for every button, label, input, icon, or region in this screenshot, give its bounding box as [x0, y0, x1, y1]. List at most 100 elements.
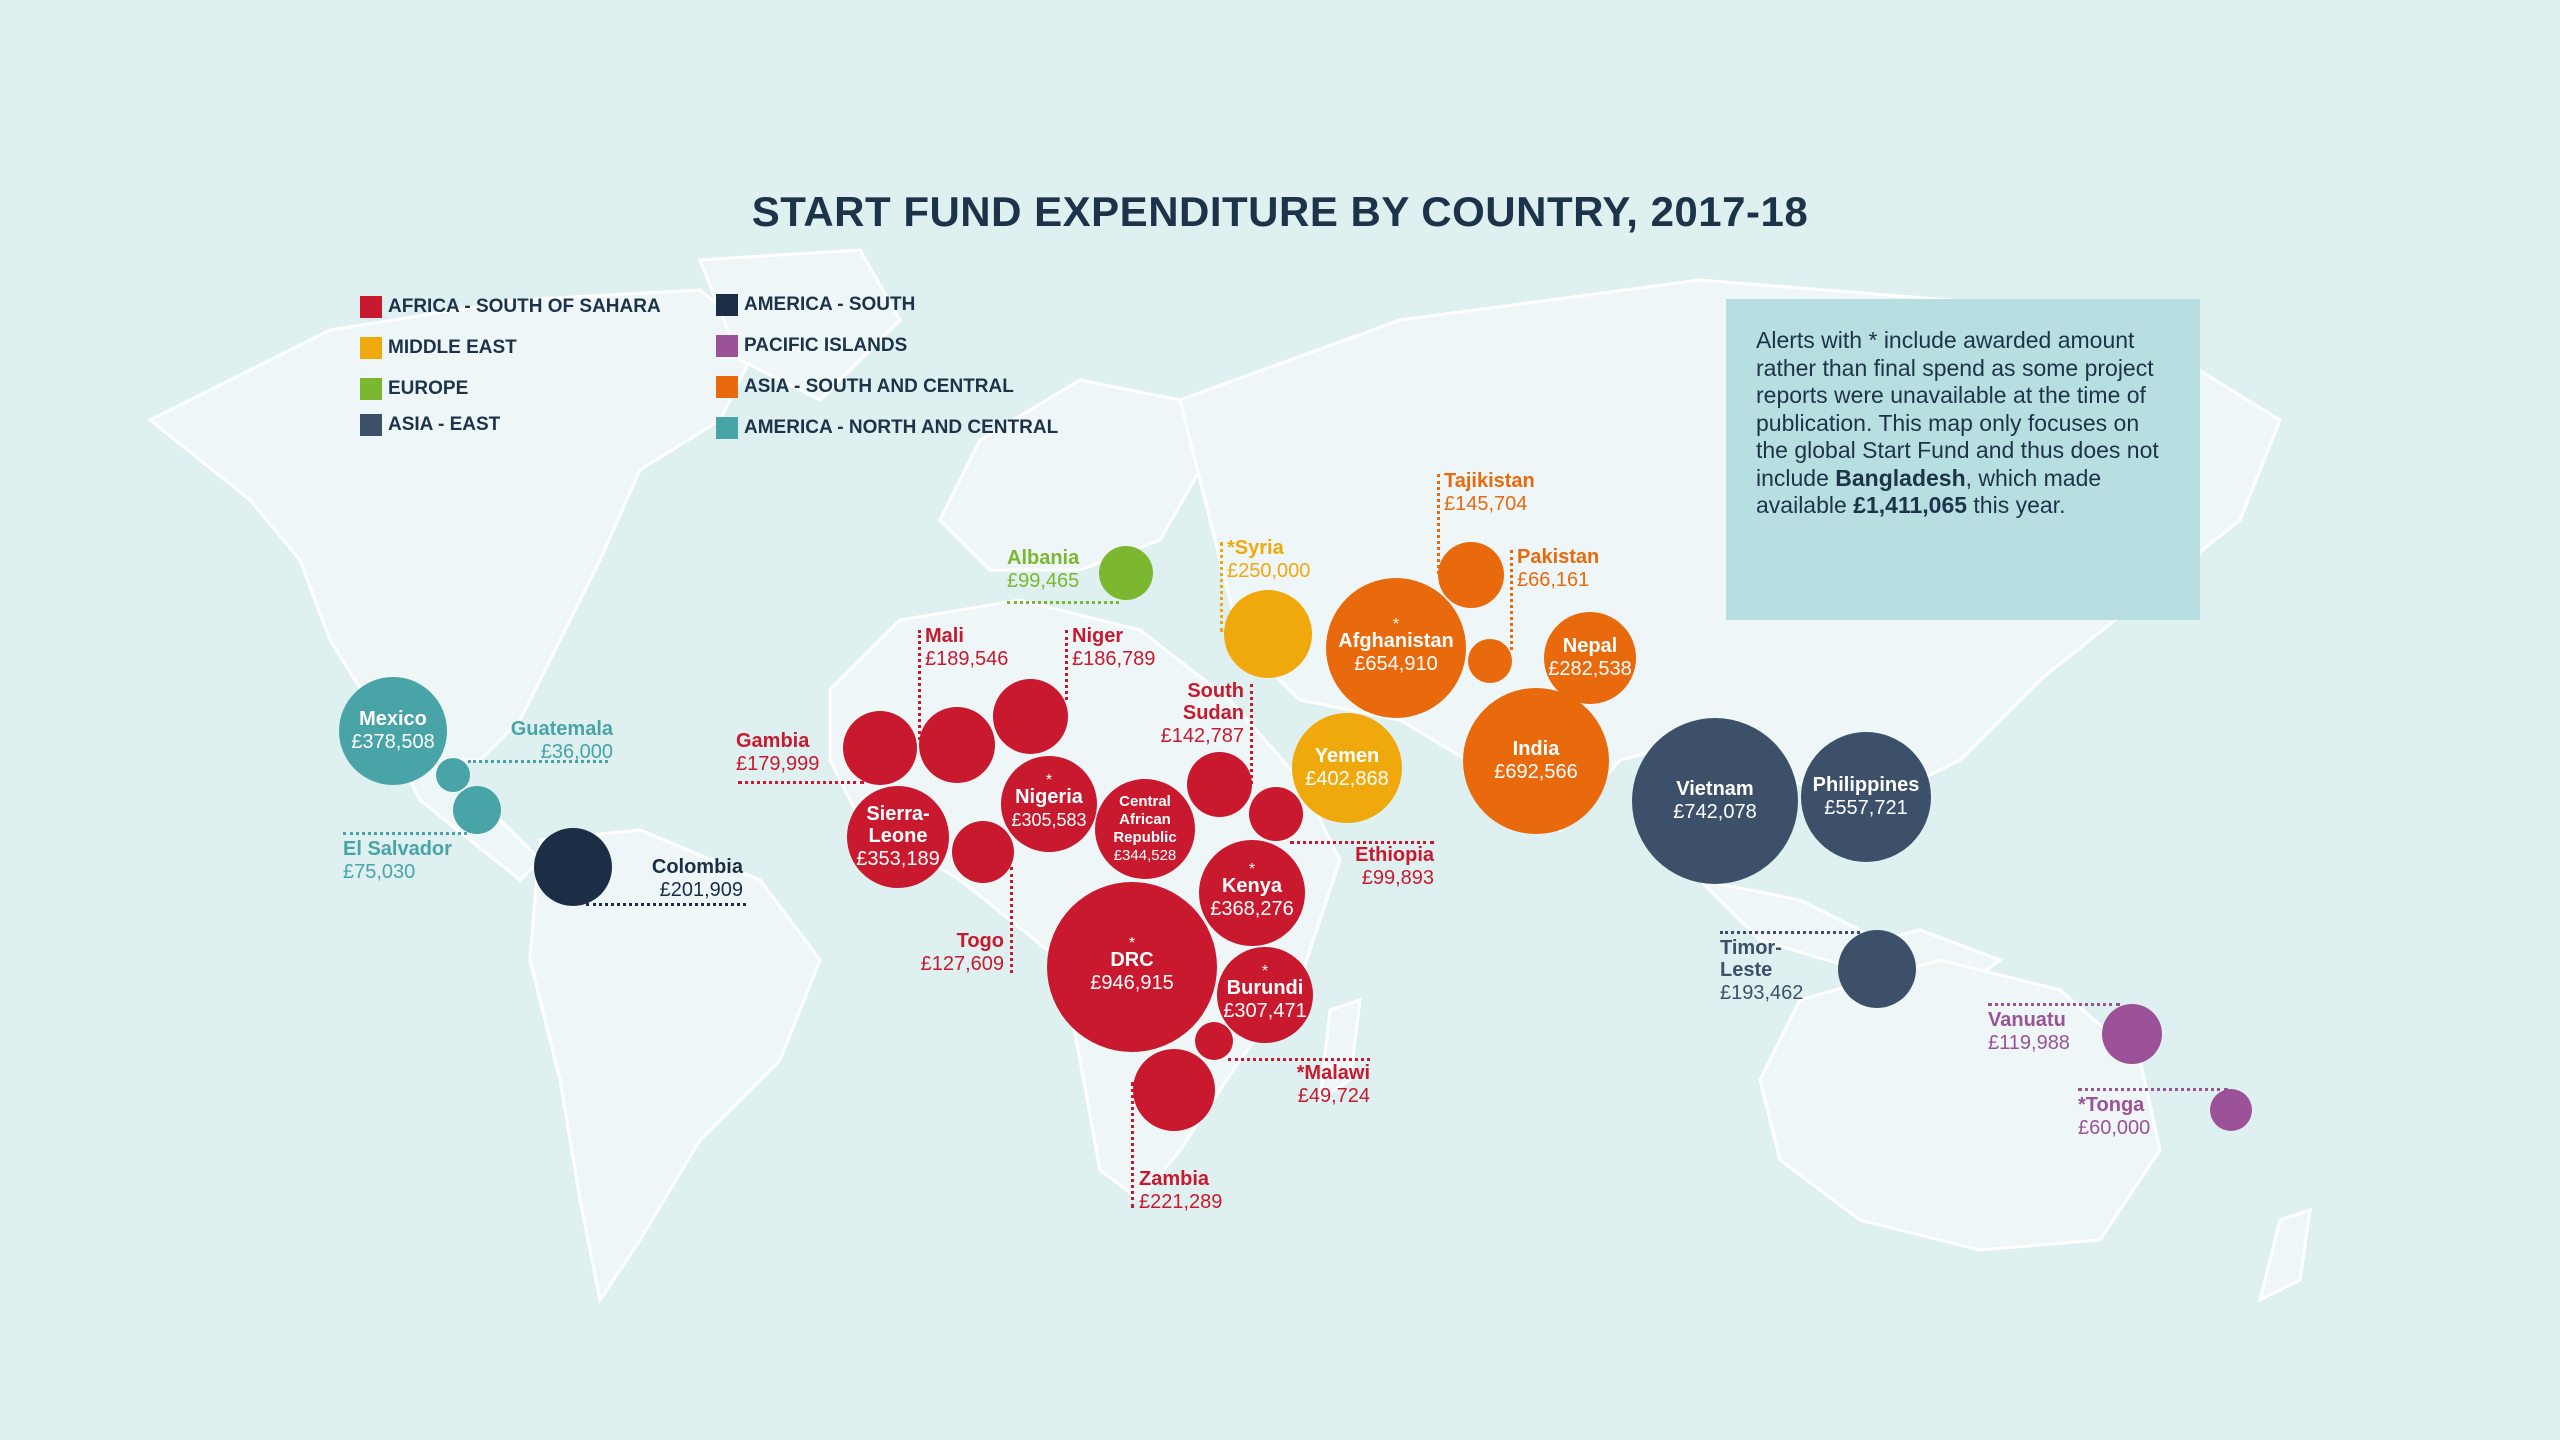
bubble-colombia[interactable]: [534, 828, 612, 906]
label-timor-leste: Timor- Leste £193,462: [1720, 937, 1803, 1005]
country-value: £221,289: [1139, 1191, 1223, 1213]
note-bold-country: Bangladesh: [1835, 464, 1966, 491]
legend-item-america-south: AMERICA - SOUTH: [716, 294, 915, 316]
country-value: £307,471: [1223, 1000, 1307, 1022]
label-south-sudan: South Sudan £142,787: [1140, 680, 1244, 748]
bubble-gambia[interactable]: [843, 711, 917, 785]
bubble-malawi[interactable]: [1195, 1022, 1233, 1060]
label-el-salvador: El Salvador £75,030: [343, 838, 452, 884]
leader-line: [1988, 1003, 2120, 1006]
bubble-nepal[interactable]: Nepal £282,538: [1544, 612, 1636, 704]
country-value: £402,868: [1305, 768, 1389, 790]
note-bold-amount: £1,411,065: [1853, 492, 1968, 518]
country-name: Colombia: [651, 856, 743, 878]
country-value: £368,276: [1210, 898, 1294, 920]
bubble-burundi[interactable]: * Burundi £307,471: [1217, 947, 1313, 1043]
label-colombia: Colombia £201,909: [600, 856, 743, 902]
bubble-el-salvador[interactable]: [453, 786, 501, 834]
country-name: Afghanistan: [1338, 630, 1454, 652]
bubble-kenya[interactable]: * Kenya £368,276: [1199, 840, 1305, 946]
legend-label: ASIA - SOUTH AND CENTRAL: [744, 376, 1014, 397]
bubble-central-african-republic[interactable]: Central African Republic £344,528: [1095, 779, 1195, 879]
bubble-niger[interactable]: [993, 679, 1068, 754]
country-value: £378,508: [351, 731, 435, 753]
country-value: £179,999: [736, 753, 820, 775]
country-value: £305,583: [1011, 810, 1087, 830]
country-name: Mexico: [359, 708, 427, 730]
bubble-india[interactable]: India £692,566: [1463, 688, 1609, 834]
bubble-syria[interactable]: [1224, 590, 1312, 678]
label-gambia: Gambia £179,999: [736, 730, 819, 776]
bubble-mexico[interactable]: Mexico £378,508: [339, 677, 447, 785]
country-value: £201,909: [659, 879, 743, 901]
country-name: Timor-: [1720, 937, 1782, 959]
country-value: £66,161: [1517, 569, 1590, 591]
legend-item-america-north-central: AMERICA - NORTH AND CENTRAL: [716, 417, 1058, 439]
note-text: , which made available: [1756, 464, 2102, 519]
bubble-pakistan[interactable]: [1468, 639, 1512, 683]
legend-label: MIDDLE EAST: [388, 337, 517, 358]
bubble-guatemala[interactable]: [436, 758, 470, 792]
country-name: Zambia: [1139, 1168, 1210, 1190]
asterisk-marker: *: [1261, 963, 1269, 980]
bubble-zambia[interactable]: [1133, 1049, 1215, 1131]
legend-swatch: [360, 378, 382, 400]
page-title: START FUND EXPENDITURE BY COUNTRY, 2017-…: [751, 188, 1809, 235]
label-mali: Mali £189,546: [925, 625, 1008, 671]
bubble-nigeria[interactable]: * Nigeria £305,583: [1001, 756, 1097, 852]
country-name: Nigeria: [1015, 786, 1083, 808]
legend-label: ASIA - EAST: [388, 414, 501, 435]
bubble-philippines[interactable]: Philippines £557,721: [1801, 732, 1931, 862]
leader-line: [1228, 1058, 1370, 1061]
country-value: £127,609: [920, 953, 1004, 975]
bubble-ethiopia[interactable]: [1249, 787, 1303, 841]
bubble-yemen[interactable]: Yemen £402,868: [1292, 713, 1402, 823]
bubble-albania[interactable]: [1099, 546, 1153, 600]
legend-label: AMERICA - SOUTH: [744, 294, 916, 315]
country-value: £145,704: [1444, 493, 1528, 515]
country-name: Sudan: [1182, 702, 1244, 724]
bubble-tonga[interactable]: [2210, 1089, 2252, 1131]
country-name: Republic: [1113, 829, 1177, 846]
bubble-togo[interactable]: [952, 821, 1014, 883]
legend-swatch: [716, 294, 738, 316]
info-note-box: Alerts with * include awarded amount rat…: [1726, 299, 2200, 620]
label-tajikistan: Tajikistan £145,704: [1444, 470, 1535, 516]
legend-swatch: [360, 414, 382, 436]
legend-item-asia-south-central: ASIA - SOUTH AND CENTRAL: [716, 376, 1014, 398]
country-value: £142,787: [1160, 725, 1244, 747]
country-value: £99,893: [1361, 867, 1434, 889]
note-text: Alerts with * include awarded amount rat…: [1756, 327, 2159, 491]
bubble-tajikistan[interactable]: [1438, 542, 1504, 608]
bubble-drc[interactable]: * DRC £946,915: [1047, 882, 1217, 1052]
leader-line: [1290, 841, 1434, 844]
legend-item-africa: AFRICA - SOUTH OF SAHARA: [360, 296, 661, 318]
legend-item-asia-east: ASIA - EAST: [360, 414, 500, 436]
label-syria: *Syria £250,000: [1227, 537, 1310, 583]
bubble-timor-leste[interactable]: [1838, 930, 1916, 1008]
label-malawi: *Malawi £49,724: [1270, 1062, 1370, 1108]
country-name: Vanuatu: [1988, 1009, 2066, 1031]
bubble-mali[interactable]: [919, 707, 995, 783]
country-name: Mali: [925, 625, 964, 647]
country-name: Guatemala: [510, 718, 613, 740]
label-albania: Albania £99,465: [1007, 547, 1079, 593]
country-value: £250,000: [1227, 560, 1311, 582]
bubble-south-sudan[interactable]: [1187, 752, 1252, 817]
leader-line: [1007, 601, 1119, 604]
country-name: Tajikistan: [1444, 470, 1535, 492]
bubble-vanuatu[interactable]: [2102, 1004, 2162, 1064]
leader-line: [468, 760, 608, 763]
label-tonga: *Tonga £60,000: [2078, 1094, 2150, 1140]
country-value: £60,000: [2078, 1117, 2151, 1139]
country-name: South: [1187, 680, 1244, 702]
bubble-vietnam[interactable]: Vietnam £742,078: [1632, 718, 1798, 884]
legend-item-europe: EUROPE: [360, 378, 468, 400]
bubble-sierra-leone[interactable]: Sierra- Leone £353,189: [847, 786, 949, 888]
leader-line: [1220, 542, 1223, 632]
leader-line: [918, 630, 921, 740]
bubble-afghanistan[interactable]: * Afghanistan £654,910: [1326, 578, 1466, 718]
country-value: £36,000: [540, 741, 613, 763]
asterisk-marker: *: [1045, 772, 1053, 789]
legend-swatch: [716, 335, 738, 357]
